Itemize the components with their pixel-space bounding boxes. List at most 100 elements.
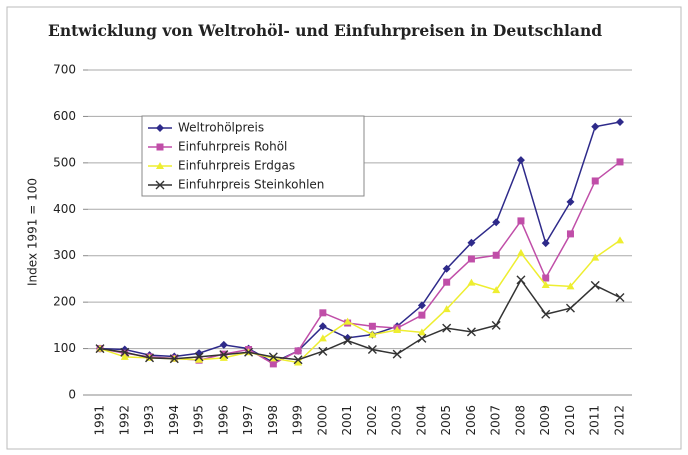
x-tick-label: 2011 [588, 405, 602, 436]
legend-label: Einfuhrpreis Erdgas [178, 159, 295, 173]
marker [565, 303, 575, 313]
x-tick-label: 1993 [142, 405, 156, 436]
marker [417, 328, 426, 336]
y-tick-label: 0 [68, 388, 76, 402]
legend-marker [156, 124, 164, 132]
marker [541, 239, 550, 248]
y-tick-label: 300 [53, 248, 76, 262]
marker [417, 333, 427, 343]
legend-label: Einfuhrpreis Steinkohlen [178, 178, 324, 192]
x-tick-label: 1997 [241, 405, 255, 436]
x-tick-label: 2012 [613, 405, 627, 436]
marker [343, 317, 352, 325]
marker [442, 264, 451, 273]
x-tick-label: 1998 [266, 405, 280, 436]
marker [566, 230, 574, 238]
y-tick-label: 600 [53, 109, 76, 123]
series-line [99, 121, 621, 364]
x-tick-label: 1991 [93, 405, 107, 436]
marker [591, 122, 600, 131]
marker [293, 355, 303, 365]
marker [442, 305, 451, 313]
x-tick-label: 2004 [414, 405, 428, 436]
x-tick-label: 2005 [439, 405, 453, 436]
marker [542, 274, 550, 282]
marker [219, 353, 228, 361]
marker [616, 118, 624, 126]
legend-label: Weltrohölpreis [178, 121, 264, 135]
marker [467, 278, 476, 286]
legend-marker [156, 143, 164, 151]
x-tick-label: 2008 [513, 405, 527, 436]
x-tick-label: 2009 [538, 405, 552, 436]
marker [615, 293, 625, 302]
marker [492, 251, 500, 259]
series-line [99, 239, 621, 364]
marker [244, 347, 254, 357]
marker [219, 350, 229, 360]
marker [442, 323, 452, 333]
marker [392, 349, 402, 359]
marker [95, 344, 105, 354]
legend-marker [155, 180, 165, 190]
y-tick-label: 500 [53, 155, 76, 169]
marker [318, 322, 327, 331]
x-tick-label: 1996 [216, 405, 230, 436]
marker [318, 346, 328, 356]
marker [120, 347, 130, 357]
marker [268, 352, 278, 362]
marker [368, 330, 377, 338]
marker [591, 177, 599, 185]
legend-label: Einfuhrpreis Rohöl [178, 140, 287, 154]
marker [219, 340, 228, 349]
y-tick-label: 200 [53, 295, 76, 309]
marker [491, 320, 501, 330]
marker [541, 280, 550, 288]
x-tick-label: 2003 [390, 405, 404, 436]
x-tick-label: 2001 [340, 405, 354, 436]
x-tick-label: 1999 [291, 405, 305, 436]
x-tick-label: 2002 [365, 405, 379, 436]
x-tick-label: 2006 [464, 405, 478, 436]
marker [591, 253, 600, 261]
marker [616, 236, 624, 244]
marker [319, 309, 327, 317]
marker [467, 238, 476, 247]
marker [516, 275, 526, 285]
marker [516, 248, 525, 256]
marker [616, 158, 624, 166]
y-tick-label: 100 [53, 341, 76, 355]
marker [516, 156, 525, 165]
marker [145, 353, 155, 363]
x-tick-label: 2000 [315, 405, 329, 436]
x-tick-label: 1995 [192, 405, 206, 436]
x-tick-label: 1994 [167, 405, 181, 436]
marker [417, 301, 426, 310]
marker [367, 345, 377, 354]
marker [343, 336, 353, 346]
marker [393, 326, 402, 333]
x-tick-label: 2010 [563, 405, 577, 436]
marker [195, 355, 204, 363]
marker [590, 280, 600, 290]
y-tick-label: 400 [53, 202, 76, 216]
marker [294, 358, 303, 366]
x-tick-label: 1992 [117, 405, 131, 436]
marker [269, 360, 277, 368]
x-tick-label: 2007 [489, 405, 503, 436]
marker [418, 311, 426, 319]
marker [467, 255, 475, 263]
marker [566, 282, 575, 290]
marker [318, 334, 327, 342]
y-tick-label: 700 [53, 63, 76, 77]
marker [343, 333, 352, 342]
chart-title: Entwicklung von Weltrohöl- und Einfuhrpr… [48, 21, 602, 40]
marker [120, 352, 129, 360]
series-line [99, 278, 621, 361]
marker [443, 278, 451, 286]
marker [194, 352, 204, 362]
legend-marker [156, 162, 164, 169]
marker [294, 347, 302, 355]
marker [517, 217, 525, 225]
